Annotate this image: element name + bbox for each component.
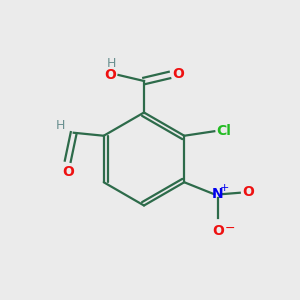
Text: O: O	[242, 185, 254, 199]
Text: O: O	[104, 68, 116, 82]
Text: H: H	[56, 119, 65, 132]
Text: Cl: Cl	[217, 124, 232, 138]
Text: O: O	[62, 165, 74, 179]
Text: H: H	[107, 57, 116, 70]
Text: −: −	[224, 222, 235, 235]
Text: N: N	[212, 187, 224, 201]
Text: O: O	[212, 224, 224, 238]
Text: O: O	[172, 68, 184, 81]
Text: +: +	[220, 183, 230, 193]
